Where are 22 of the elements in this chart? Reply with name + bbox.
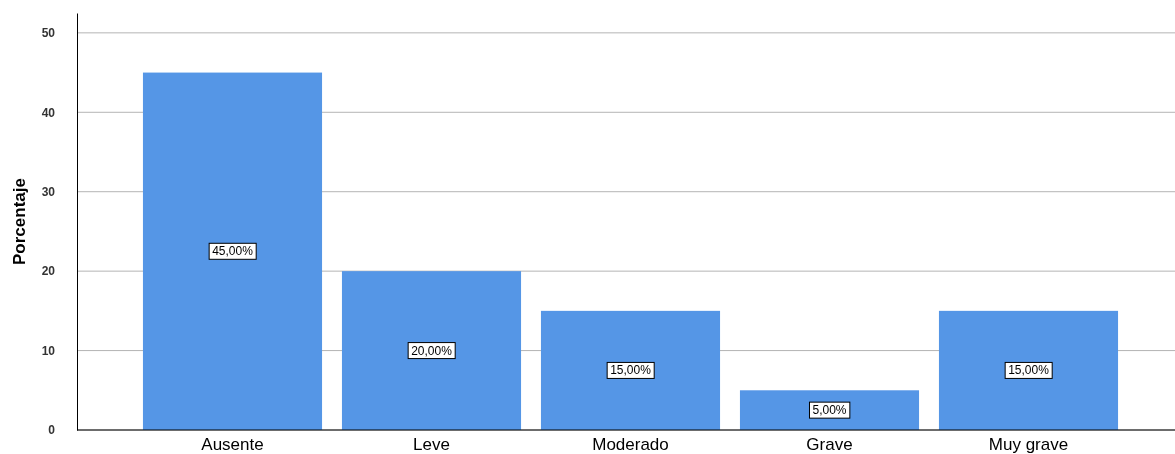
data-label: 45,00% bbox=[212, 244, 254, 259]
x-tick-label: Grave bbox=[806, 435, 853, 454]
bar bbox=[938, 310, 1119, 430]
y-tick-label: 30 bbox=[41, 185, 56, 200]
data-label: 15,00% bbox=[610, 363, 652, 378]
y-tick-label: 40 bbox=[41, 105, 56, 120]
data-label: 20,00% bbox=[411, 343, 453, 358]
y-tick-label: 0 bbox=[48, 423, 56, 438]
bar bbox=[739, 390, 920, 430]
data-label: 15,00% bbox=[1008, 363, 1050, 378]
bar bbox=[341, 271, 522, 430]
x-tick-label: Leve bbox=[413, 435, 450, 454]
bar bbox=[142, 72, 323, 430]
x-tick-label: Ausente bbox=[201, 435, 264, 454]
data-label: 5,00% bbox=[812, 403, 847, 418]
y-tick-label: 20 bbox=[41, 264, 56, 279]
x-tick-label: Moderado bbox=[592, 435, 669, 454]
x-tick-label: Muy grave bbox=[988, 435, 1069, 454]
bar bbox=[540, 310, 721, 430]
y-tick-label: 50 bbox=[41, 26, 56, 41]
y-tick-label: 10 bbox=[41, 343, 56, 358]
y-axis-title: Porcentaje bbox=[10, 178, 29, 265]
